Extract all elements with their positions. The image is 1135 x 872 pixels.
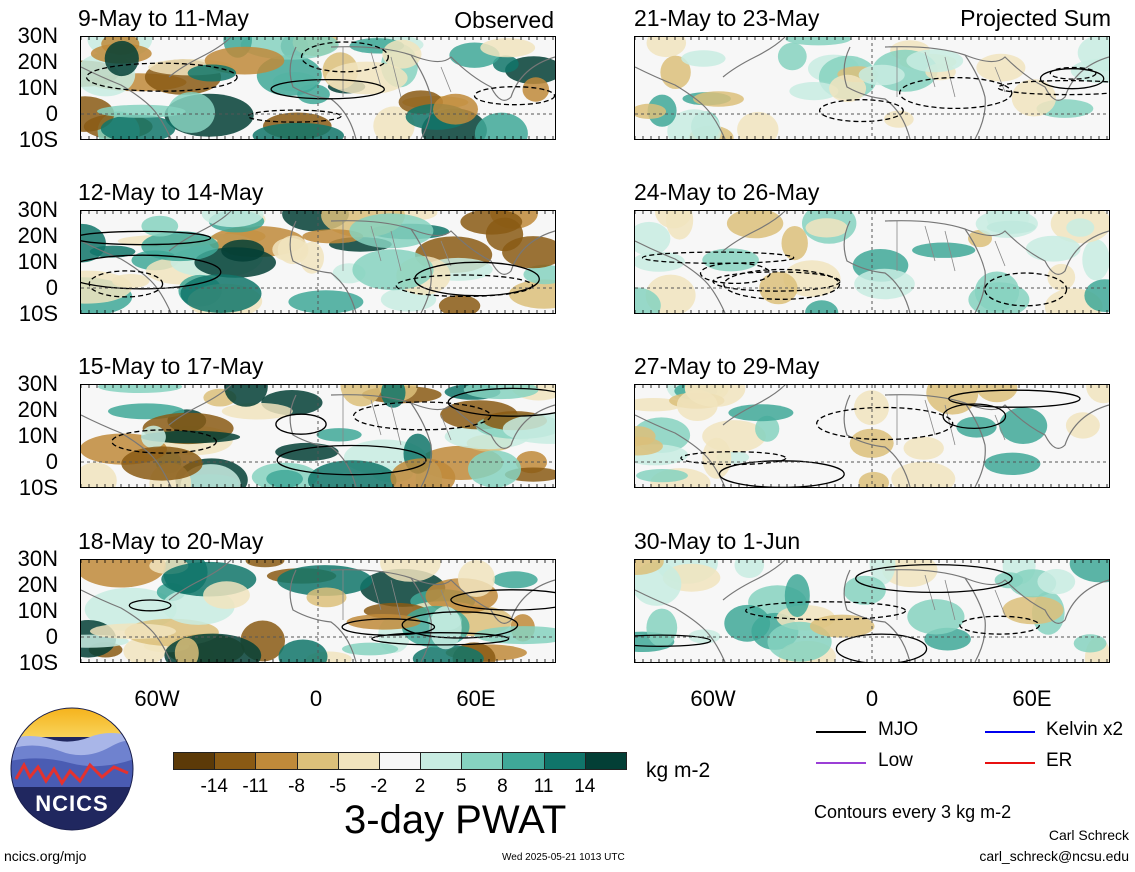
panel-title: 18-May to 20-May bbox=[78, 528, 264, 554]
colorbar-tick-label: -2 bbox=[370, 776, 388, 797]
colorbar-cell bbox=[173, 752, 216, 770]
lat-label: 10N bbox=[17, 423, 58, 448]
map-panel bbox=[634, 210, 1110, 314]
lat-label: 10S bbox=[18, 650, 58, 675]
footer-timestamp: Wed 2025-05-21 1013 UTC bbox=[502, 852, 625, 863]
lat-label: 10S bbox=[18, 301, 58, 326]
panel-title: 24-May to 26-May bbox=[634, 179, 820, 205]
lon-label-60w: 60W bbox=[690, 686, 736, 711]
colorbar-cell bbox=[543, 752, 586, 770]
colorbar-cell bbox=[337, 752, 380, 770]
legend-note: Contours every 3 kg m-2 bbox=[814, 802, 1012, 822]
lon-label-60e: 60E bbox=[456, 686, 496, 711]
lon-label-60w: 60W bbox=[134, 686, 180, 711]
lat-label: 10N bbox=[17, 249, 58, 274]
panel-title: 21-May to 23-May bbox=[634, 5, 820, 31]
legend-label: ER bbox=[1046, 750, 1073, 771]
colorbar-tick-label: -11 bbox=[242, 776, 269, 797]
map-panel bbox=[80, 210, 556, 314]
colorbar-tick-label: -8 bbox=[288, 776, 305, 797]
ncics-logo: NCICS bbox=[10, 707, 134, 831]
lat-label: 0 bbox=[45, 101, 58, 126]
colorbar-tick-label: 2 bbox=[414, 776, 426, 797]
lat-label: 10N bbox=[17, 598, 58, 623]
colorbar-cell bbox=[420, 752, 463, 770]
lat-label: 0 bbox=[45, 275, 58, 300]
colorbar-tick-label: 8 bbox=[497, 776, 508, 797]
colorbar: -14 -11 -8 -5 -2 2 5 8 11 14 bbox=[173, 752, 627, 822]
lat-label: 30N bbox=[17, 23, 58, 48]
legend-line-kelvin bbox=[985, 731, 1035, 733]
map-panel bbox=[80, 559, 556, 663]
lat-label: 10N bbox=[17, 75, 58, 100]
lon-label-0: 0 bbox=[309, 686, 323, 711]
lon-label-0: 0 bbox=[865, 686, 879, 711]
colorbar-cell bbox=[255, 752, 298, 770]
colorbar-tick-label: -5 bbox=[329, 776, 347, 797]
colorbar-cell bbox=[584, 752, 627, 770]
colorbar-tick-label: -14 bbox=[200, 776, 228, 797]
footer-email[interactable]: carl_schreck@ncsu.edu bbox=[979, 848, 1129, 864]
panel-tag-projected: Projected Sum bbox=[960, 5, 1111, 31]
lat-label: 10S bbox=[18, 475, 58, 500]
footer-author: Carl Schreck bbox=[1048, 827, 1129, 843]
legend-line-mjo bbox=[816, 731, 866, 733]
lat-label: 20N bbox=[17, 572, 58, 597]
colorbar-tick-label: 11 bbox=[533, 776, 554, 797]
colorbar-cell bbox=[461, 752, 504, 770]
colorbar-cell bbox=[502, 752, 545, 770]
panel-title: 27-May to 29-May bbox=[634, 353, 820, 379]
colorbar-tick-label: 14 bbox=[574, 776, 596, 797]
legend-label: Low bbox=[878, 750, 913, 771]
panel-title: 9-May to 11-May bbox=[78, 5, 249, 31]
legend-line-er bbox=[985, 762, 1035, 764]
colorbar-units: kg m-2 bbox=[646, 759, 711, 782]
lat-label: 20N bbox=[17, 397, 58, 422]
map-panel bbox=[634, 384, 1110, 488]
lat-label: 10S bbox=[18, 127, 58, 152]
lat-label: 30N bbox=[17, 197, 58, 222]
lat-label: 0 bbox=[45, 624, 58, 649]
colorbar-cell bbox=[378, 752, 422, 770]
lat-label: 20N bbox=[17, 223, 58, 248]
lat-label: 30N bbox=[17, 371, 58, 396]
lat-label: 0 bbox=[45, 449, 58, 474]
lat-label: 20N bbox=[17, 49, 58, 74]
map-panel bbox=[80, 384, 556, 488]
map-panel bbox=[634, 36, 1110, 140]
colorbar-cell bbox=[296, 752, 339, 770]
logo-text: NCICS bbox=[35, 791, 109, 816]
panel-tag-observed: Observed bbox=[454, 7, 554, 33]
footer-link[interactable]: ncics.org/mjo bbox=[4, 848, 87, 864]
panel-title: 30-May to 1-Jun bbox=[634, 528, 801, 554]
legend-label: MJO bbox=[878, 719, 919, 740]
map-panel bbox=[80, 36, 556, 140]
legend-label: Kelvin x2 bbox=[1046, 719, 1124, 740]
lat-label: 30N bbox=[17, 546, 58, 571]
lon-label-60e: 60E bbox=[1012, 686, 1052, 711]
panel-title: 12-May to 14-May bbox=[78, 179, 264, 205]
map-panel bbox=[634, 559, 1110, 663]
colorbar-title: 3-day PWAT bbox=[344, 798, 567, 842]
colorbar-tick-label: 5 bbox=[455, 776, 467, 797]
panel-title: 15-May to 17-May bbox=[78, 353, 264, 379]
legend-line-low bbox=[816, 762, 866, 764]
colorbar-cell bbox=[214, 752, 257, 770]
